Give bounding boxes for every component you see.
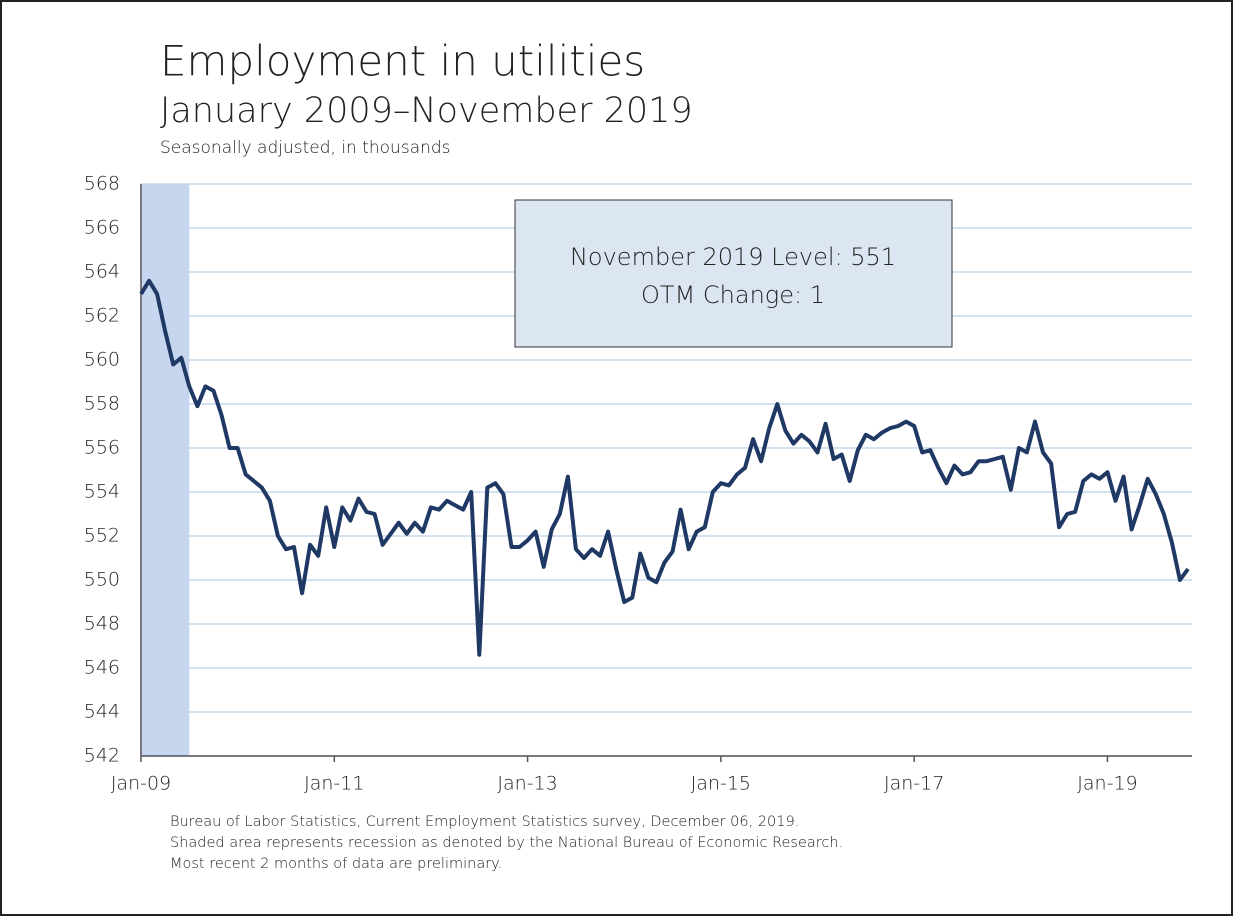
chart-subtitle: January 2009–November 2019 [160,91,693,131]
x-tick-label: Jan-11 [304,773,364,795]
y-tick-label: 544 [84,701,120,723]
y-tick-label: 564 [84,261,120,283]
note: Most recent 2 months of data are prelimi… [170,856,502,872]
x-tick-label: Jan-17 [884,773,944,795]
y-tick-label: 562 [84,305,120,327]
note: Bureau of Labor Statistics, Current Empl… [170,814,799,830]
y-tick-label: 566 [84,217,120,239]
y-tick-label: 550 [84,569,120,591]
x-tick-label: Jan-13 [497,773,557,795]
y-tick-label: 552 [84,525,120,547]
line-series [139,278,1190,657]
y-tick-label: 568 [84,173,120,195]
y-tick-label: 558 [84,393,120,415]
y-axis-label: Seasonally adjusted, in thousands [160,138,451,158]
note: Shaded area represents recession as deno… [170,835,843,851]
annotation-text: November 2019 Level: 551 [570,243,896,271]
y-tick-label: 548 [84,613,120,635]
x-tick-label: Jan-19 [1077,773,1137,795]
y-tick-label: 542 [84,745,120,767]
annotation-box [514,199,953,348]
y-tick-label: 556 [84,437,120,459]
y-tick-label: 546 [84,657,120,679]
annotation-text: OTM Change: 1 [641,281,825,309]
y-tick-label: 554 [84,481,120,503]
x-tick-label: Jan-09 [111,773,171,795]
x-tick-label: Jan-15 [691,773,751,795]
chart-title: Employment in utilities [160,37,645,86]
recession-shade [141,184,190,756]
y-tick-label: 560 [84,349,120,371]
